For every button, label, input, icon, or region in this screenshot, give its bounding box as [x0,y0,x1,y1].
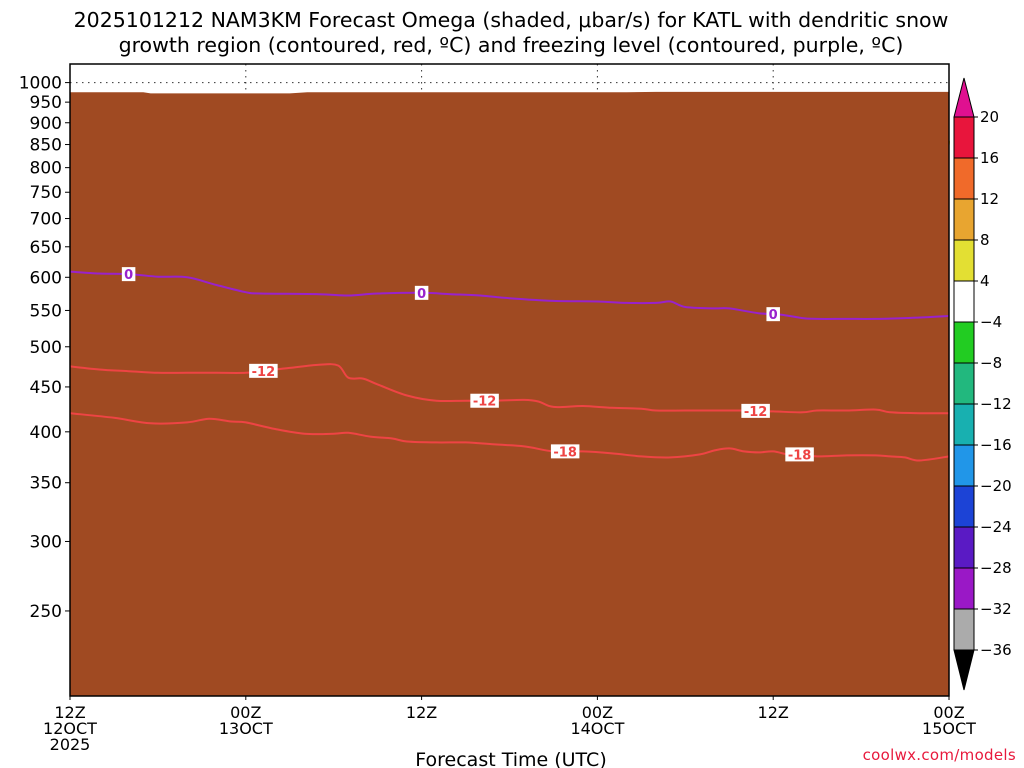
y-tick-label-900: 900 [30,114,62,134]
chart-title-line-2: growth region (contoured, red, ºC) and f… [119,33,904,57]
y-tick-label-400: 400 [30,423,62,443]
y-tick-label-350: 350 [30,474,62,494]
chart-title-line-1: 2025101212 NAM3KM Forecast Omega (shaded… [74,8,949,32]
x-tick-label-12-1: 13OCT [219,719,273,738]
x-tick-label-12-0: 00Z [230,703,261,722]
y-tick-label-300: 300 [30,532,62,552]
contour-label--18C-0: -18 [553,445,577,460]
colorbar-swatch-8 [953,444,975,487]
contour-label--12C-1: -12 [473,395,497,410]
colorbar-swatch-12 [953,608,975,651]
plot-area: -18 -18 -12 -12 -12 0 0 0 [69,63,951,697]
x-tick-label-36-0: 00Z [582,703,613,722]
contour-label-bg-0C-0 [121,267,136,282]
y-tick-label-650: 650 [30,238,62,258]
contour-label-bg--12C-0 [249,363,278,378]
contour-label-0C-2: 0 [769,308,778,323]
x-tick-label-48-0: 12Z [758,703,789,722]
y-tick-label-250: 250 [30,602,62,622]
colorbar-swatch-11 [953,567,975,610]
contour-label-bg--12C-1 [470,393,499,408]
y-tick-label-600: 600 [30,268,62,288]
colorbar-swatch-7 [953,403,975,446]
y-tick-label-950: 950 [30,93,62,113]
x-tick-label-24-0: 12Z [406,703,437,722]
colorbar-swatch-9 [953,485,975,528]
colorbar-label-3: 8 [980,231,990,249]
colorbar-swatch-10 [953,526,975,569]
colorbar-label-11: −28 [980,559,1012,577]
contour-label-bg-0C-1 [414,285,429,300]
y-tick-label-500: 500 [30,338,62,358]
colorbar-swatch-4 [953,280,975,323]
y-tick-label-450: 450 [30,378,62,398]
colorbar-bottom-arrow [953,649,975,691]
colorbar-swatch-1 [953,157,975,200]
x-tick-label-0-2: 2025 [50,735,91,754]
x-tick-label-60-0: 00Z [933,703,964,722]
colorbar-label-2: 12 [980,190,999,208]
colorbar-swatch-3 [953,239,975,282]
plot-border [69,63,950,697]
y-axis-pressure-ticks: 2503003504004505005506006507007508008509… [19,74,70,622]
y-tick-label-1000: 1000 [19,74,62,94]
credit-text: coolwx.com/models [863,746,1016,764]
contour-label-bg--18C-1 [785,447,814,462]
y-tick-label-700: 700 [30,210,62,230]
colorbar-top-arrow [953,77,975,118]
y-tick-label-800: 800 [30,159,62,179]
x-axis-label: Forecast Time (UTC) [415,749,606,768]
x-tick-label-60-1: 15OCT [922,719,976,738]
colorbar-label-8: −16 [980,436,1012,454]
colorbar-label-5: −4 [980,313,1002,331]
colorbar-label-4: 4 [980,272,990,290]
x-tick-label-36-1: 14OCT [570,719,624,738]
contour-line--12C [69,363,950,415]
colorbar-swatch-6 [953,362,975,405]
contour-label--12C-2: -12 [744,405,768,420]
contour-line-0C [69,270,950,320]
contour-label--12C-0: -12 [252,365,276,380]
contour-label-0C-1: 0 [417,287,426,302]
temperature-contours: -18 -18 -12 -12 -12 0 0 0 [69,267,950,463]
y-tick-label-850: 850 [30,136,62,156]
contour-label-bg--18C-0 [550,444,580,459]
colorbar-swatch-0 [953,116,975,159]
colorbar: 20 16 12 8 4 −4 −8 −12 −16 −20 −24 −28 −32 −36 [953,77,1012,691]
colorbar-swatch-5 [953,321,975,364]
colorbar-label-7: −12 [980,395,1012,413]
colorbar-label-0: 20 [980,108,999,126]
contour-label-bg-0C-2 [766,307,780,322]
colorbar-label-12: −32 [980,600,1012,618]
colorbar-label-1: 16 [980,149,999,167]
x-tick-label-0-1: 12OCT [43,719,97,738]
y-tick-label-750: 750 [30,183,62,203]
x-tick-label-0-0: 12Z [54,703,85,722]
y-tick-label-550: 550 [30,301,62,321]
surface-terrain [70,91,949,696]
contour-label-bg--12C-2 [741,403,770,418]
terrain-fill [70,91,949,696]
colorbar-label-9: −20 [980,477,1012,495]
colorbar-label-13: −36 [980,641,1012,659]
contour-label--18C-1: -18 [788,448,812,463]
colorbar-swatch-2 [953,198,975,241]
contour-label-0C-0: 0 [124,268,133,283]
colorbar-label-10: −24 [980,518,1012,536]
colorbar-label-6: −8 [980,354,1002,372]
